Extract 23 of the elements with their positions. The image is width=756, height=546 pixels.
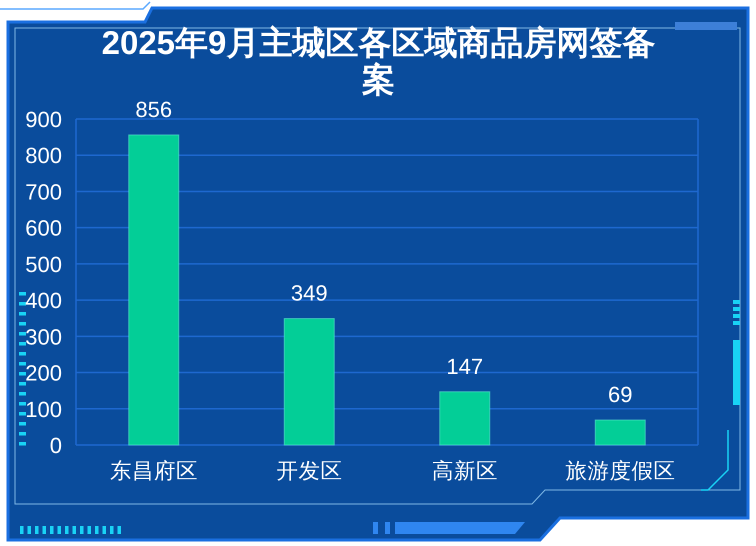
x-tick-label: 旅游度假区	[565, 459, 676, 483]
y-tick-label: 500	[25, 252, 62, 277]
x-tick-label: 东昌府区	[110, 459, 198, 483]
y-tick-label: 200	[25, 360, 62, 386]
bar	[594, 420, 646, 446]
x-tick-label: 高新区	[432, 459, 498, 483]
data-label: 856	[135, 96, 172, 122]
x-tick-label: 开发区	[276, 459, 342, 483]
bar	[439, 391, 490, 446]
y-tick-label: 800	[25, 143, 62, 168]
y-tick-label: 700	[25, 179, 62, 204]
y-tick-label: 600	[25, 216, 62, 241]
y-tick-label: 900	[25, 107, 62, 132]
y-tick-label: 0	[50, 433, 62, 458]
y-tick-label: 300	[25, 324, 62, 350]
chart-title: 2025年9月主城区各区域商品房网签备案	[100, 24, 656, 98]
data-label: 147	[446, 354, 484, 379]
y-tick-label: 400	[25, 288, 62, 314]
bar	[128, 134, 180, 446]
bar	[284, 318, 335, 446]
y-tick-label: 100	[25, 396, 62, 422]
data-label: 349	[290, 280, 328, 306]
data-label: 69	[608, 382, 632, 408]
